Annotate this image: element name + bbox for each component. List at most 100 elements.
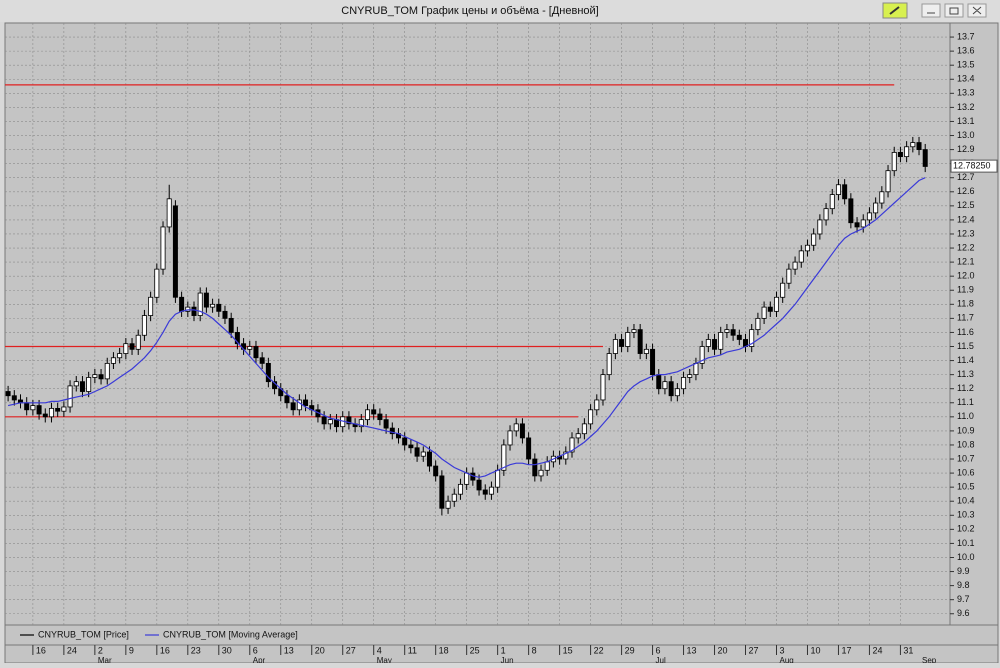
x-tick-label: 18 (439, 645, 449, 655)
x-tick-label: 20 (315, 645, 325, 655)
y-tick-label: 13.3 (957, 88, 975, 98)
candle-body (117, 353, 123, 359)
restore-button[interactable] (944, 3, 964, 18)
candle-body (674, 388, 680, 397)
last-price-label: 12.78250 (953, 160, 991, 170)
candle-body (730, 329, 736, 336)
candle-body (612, 339, 618, 354)
x-tick-label: 29 (625, 645, 635, 655)
x-tick-label: 23 (191, 645, 201, 655)
candle-body (464, 472, 470, 485)
candle-body (804, 244, 810, 252)
x-tick-label: 24 (872, 645, 882, 655)
candle-body (736, 334, 742, 340)
x-tick-label: 6 (253, 645, 258, 655)
candle-body (476, 479, 482, 491)
candle-body (24, 402, 30, 411)
y-tick-label: 13.1 (957, 116, 975, 126)
candle-body (104, 362, 110, 380)
candle-body (544, 461, 550, 471)
x-tick-label: 8 (532, 645, 537, 655)
candle-body (724, 329, 730, 333)
candle-body (135, 334, 141, 350)
y-tick-label: 13.0 (957, 130, 975, 140)
y-tick-label: 11.7 (957, 313, 974, 323)
candle-body (519, 423, 525, 439)
x-tick-label: 9 (129, 645, 134, 655)
y-tick-label: 11.4 (957, 355, 974, 365)
candle-body (11, 395, 17, 401)
candle-body (767, 306, 773, 312)
x-tick-label: 13 (284, 645, 294, 655)
y-tick-label: 12.2 (957, 242, 975, 252)
candle-body (154, 268, 160, 298)
y-tick-label: 11.5 (957, 341, 974, 351)
candle-body (216, 303, 222, 312)
candle-body (457, 483, 463, 495)
candle-body (234, 332, 240, 345)
y-tick-label: 10.5 (957, 482, 975, 492)
window-title: CNYRUB_TOM График цены и объёма - [Дневн… (341, 5, 598, 17)
candle-body (148, 296, 154, 316)
candle-body (203, 292, 209, 308)
x-tick-label: 4 (377, 645, 382, 655)
y-tick-label: 9.8 (957, 580, 970, 590)
candle-body (712, 339, 718, 350)
candle-body (191, 306, 197, 316)
candle-body (798, 250, 804, 263)
candle-body (327, 419, 333, 425)
candle-body (86, 377, 92, 392)
y-tick-label: 12.5 (957, 200, 975, 210)
candle-body (377, 413, 383, 421)
candle-body (265, 362, 271, 383)
x-tick-label: 3 (779, 645, 784, 655)
legend-label: CNYRUB_TOM [Price] (38, 629, 129, 639)
y-tick-label: 9.6 (957, 608, 970, 618)
minimize-button[interactable] (921, 3, 941, 18)
candle-body (55, 407, 61, 412)
candle-body (650, 348, 656, 376)
y-tick-label: 12.1 (957, 256, 975, 266)
y-tick-label: 12.3 (957, 228, 975, 238)
candle-body (619, 339, 625, 347)
candle-body (179, 296, 185, 312)
candle-body (358, 419, 364, 428)
candle-body (835, 184, 841, 195)
month-label: Mar (98, 656, 112, 663)
candle-body (433, 465, 439, 477)
y-tick-label: 12.0 (957, 271, 975, 281)
candle-body (705, 339, 711, 347)
candle-body (495, 469, 501, 488)
link-icon (889, 6, 900, 15)
candle-body (321, 416, 327, 425)
x-tick-label: 27 (346, 645, 356, 655)
candle-body (656, 374, 662, 390)
candle-body (681, 377, 687, 390)
x-tick-label: 10 (810, 645, 820, 655)
candle-body (643, 348, 649, 354)
candle-body (662, 381, 668, 390)
candle-body (73, 381, 79, 387)
y-tick-label: 10.9 (957, 425, 975, 435)
y-tick-label: 10.6 (957, 467, 975, 477)
candle-body (668, 381, 674, 397)
y-tick-label: 10.0 (957, 552, 975, 562)
candle-body (501, 444, 507, 471)
y-tick-label: 12.4 (957, 214, 975, 224)
month-label: Jul (656, 656, 666, 663)
candle-body (5, 391, 11, 397)
legend-label: CNYRUB_TOM [Moving Average] (163, 629, 298, 639)
candle-body (606, 353, 612, 376)
candle-body (185, 306, 191, 312)
plot-area (4, 22, 951, 626)
candle-body (879, 191, 885, 204)
candle-body (693, 362, 699, 376)
candle-body (247, 346, 253, 350)
candle-body (30, 405, 36, 411)
x-tick-label: 16 (36, 645, 46, 655)
candle-body (817, 219, 823, 235)
x-tick-label: 30 (222, 645, 232, 655)
y-tick-label: 11.9 (957, 285, 974, 295)
last-price-box (950, 159, 998, 173)
